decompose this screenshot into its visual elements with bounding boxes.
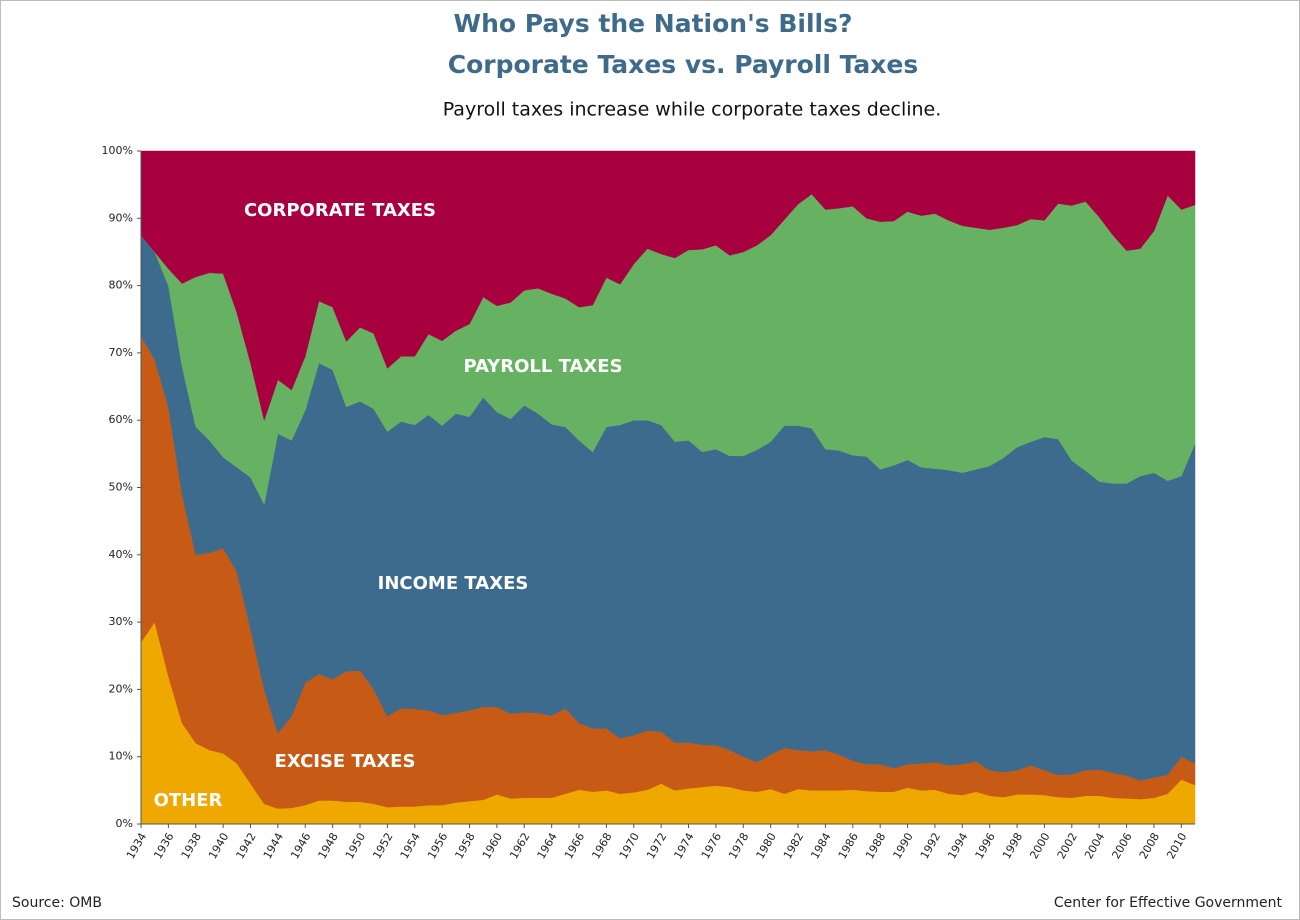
y-tick-label: 100% — [102, 144, 133, 157]
source: Source: OMB — [12, 895, 102, 911]
y-tick-label: 30% — [109, 615, 133, 628]
area — [140, 150, 1196, 422]
series-label: EXCISE TAXES — [275, 751, 416, 772]
y-tick-label: 60% — [109, 413, 133, 426]
y-tick-label: 50% — [109, 481, 133, 494]
y-tick-label: 10% — [109, 750, 133, 763]
series-label: PAYROLL TAXES — [463, 356, 622, 377]
credit: Center for Effective Government — [1054, 895, 1283, 911]
series-label: CORPORATE TAXES — [244, 200, 436, 221]
y-tick-label: 0% — [116, 817, 133, 830]
y-tick-label: 40% — [109, 548, 133, 561]
y-tick-label: 90% — [109, 211, 133, 224]
y-tick-label: 20% — [109, 682, 133, 695]
chart-title: Who Pays the Nation's Bills? — [454, 9, 853, 38]
chart-subtitle: Corporate Taxes vs. Payroll Taxes — [448, 50, 919, 79]
y-tick-label: 80% — [109, 279, 133, 292]
y-tick-label: 70% — [109, 346, 133, 359]
chart-subtitle: Payroll taxes increase while corporate t… — [443, 99, 942, 121]
series-label: INCOME TAXES — [378, 573, 529, 594]
series-label: OTHER — [154, 790, 223, 811]
